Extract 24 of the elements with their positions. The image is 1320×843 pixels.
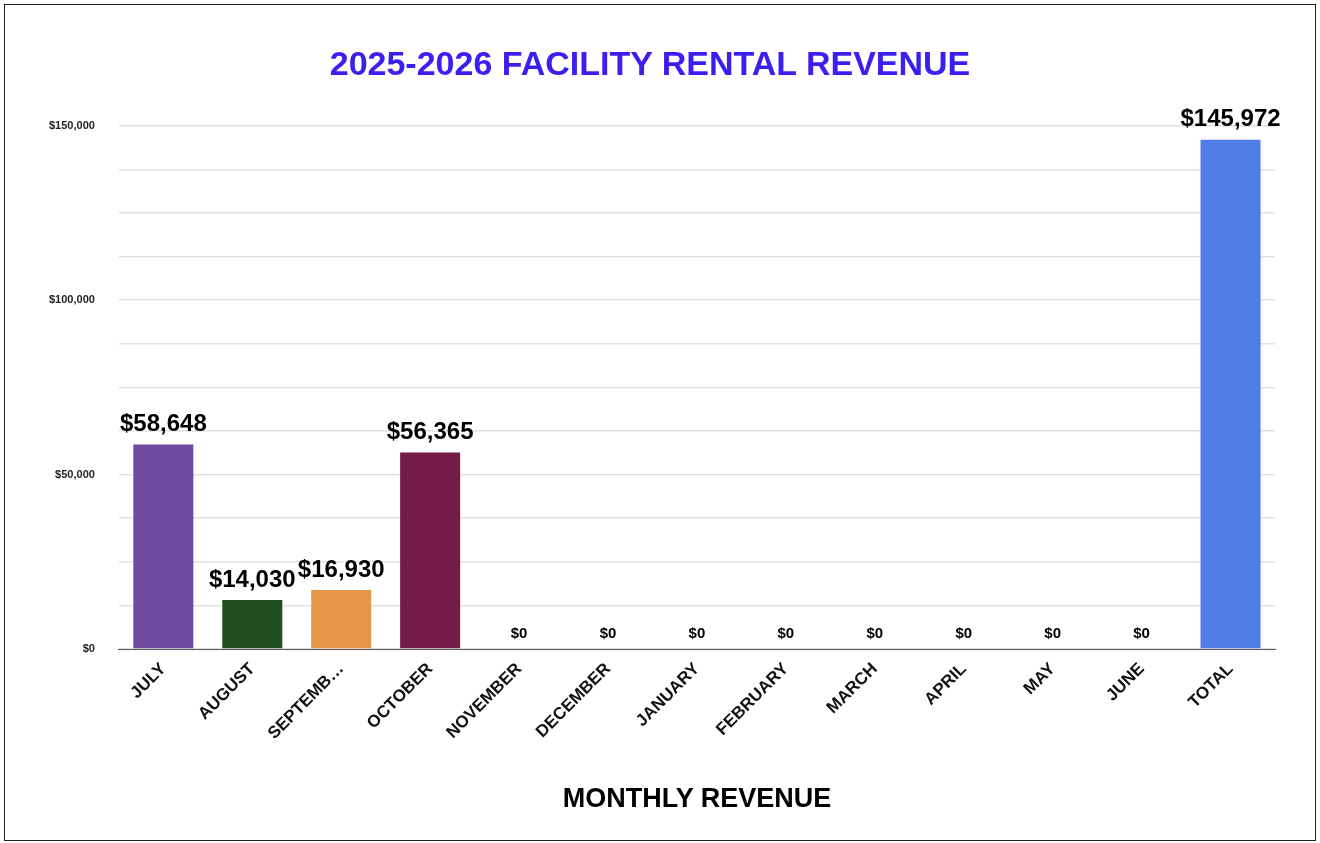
y-tick-label: $0 [82,642,95,655]
bar [222,600,283,649]
bar [1200,139,1261,649]
data-label: $0 [1133,623,1150,641]
data-label: $16,930 [297,554,385,582]
y-tick-label: $150,000 [48,118,95,131]
x-axis-title: MONTHLY REVENUE [562,783,832,814]
data-label: $0 [599,623,617,641]
chart-title: 2025-2026 FACILITY RENTAL REVENUE [329,43,971,82]
y-tick-label: $50,000 [55,467,95,480]
data-label: $0 [510,623,528,641]
data-label: $56,365 [386,417,474,445]
data-label: $0 [866,623,884,641]
data-label: $0 [777,623,795,641]
data-label: $0 [1044,623,1062,641]
data-label: $0 [688,623,706,641]
bar [400,452,461,649]
y-tick-label: $100,000 [48,293,95,306]
data-label: $145,972 [1180,104,1281,132]
data-label: $14,030 [208,564,296,592]
bar [133,444,194,649]
bar [311,589,372,649]
data-label: $0 [955,623,973,641]
data-label: $58,648 [119,409,207,437]
